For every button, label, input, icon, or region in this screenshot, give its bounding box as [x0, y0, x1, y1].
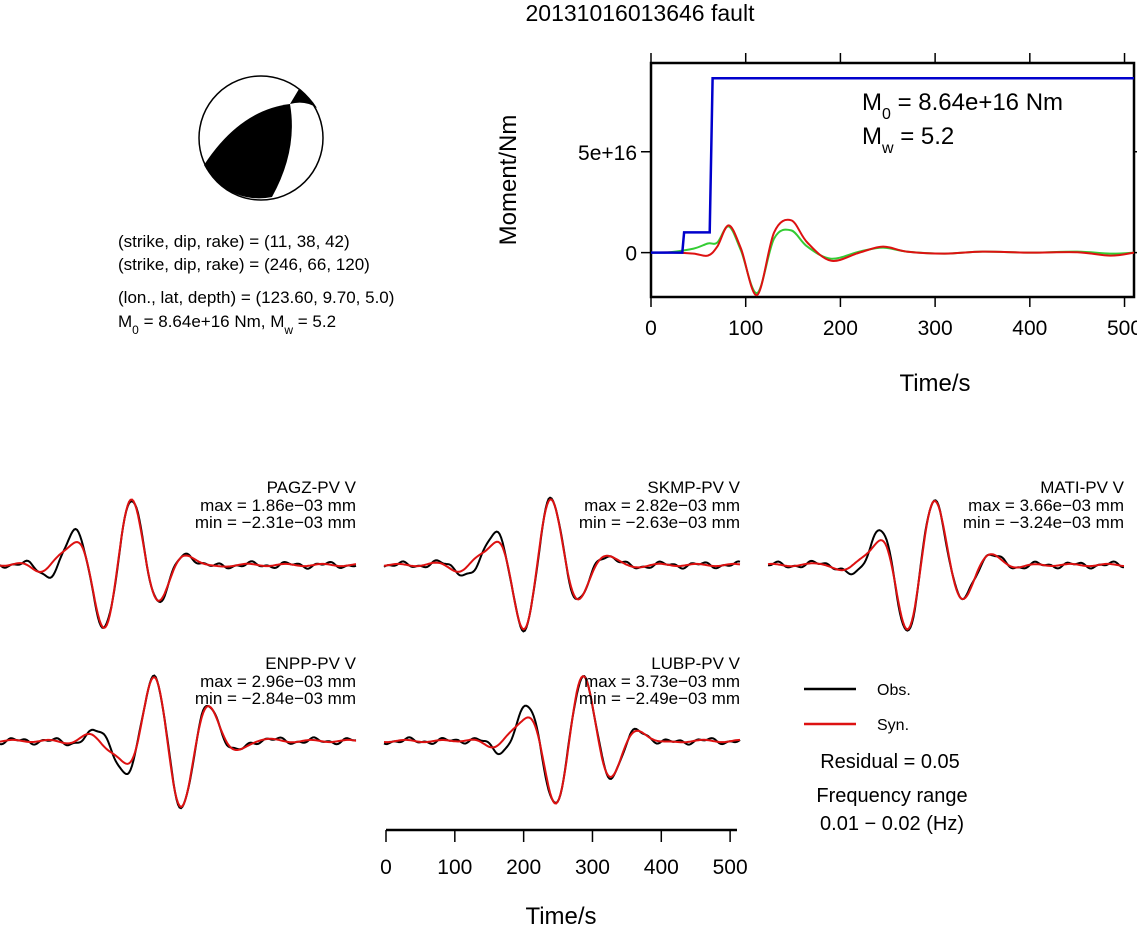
moment-ytick-label: 5e+16	[578, 142, 637, 165]
station-min: min = −2.49e−03 mm	[579, 689, 740, 708]
waveform-time-axis: Time/s 0 100 200 300 400 500	[380, 828, 748, 926]
station-name: ENPP-PV V	[265, 654, 356, 673]
station-max: max = 2.82e−03 mm	[584, 496, 740, 515]
station-min: min = −3.24e−03 mm	[963, 513, 1124, 532]
mechanism-info: (strike, dip, rake) = (11, 38, 42) (stri…	[118, 232, 394, 337]
moment-series-line-1	[650, 218, 1135, 297]
station-min: min = −2.84e−03 mm	[195, 689, 356, 708]
moment-series-line-2	[650, 225, 1135, 295]
synthetic-waveform	[383, 675, 741, 805]
moment-xtick-label: 200	[823, 317, 858, 340]
frequency-value: 0.01 − 0.02 (Hz)	[820, 813, 964, 835]
legend-obs-label: Obs.	[877, 682, 911, 699]
figure-title: 20131016013646 fault	[526, 0, 756, 26]
beachball-compression-small	[290, 89, 317, 108]
moment-ytick-label: 0	[625, 243, 637, 266]
moment-xtick-label: 400	[1012, 317, 1047, 340]
station-name: PAGZ-PV V	[267, 478, 357, 497]
moment-annotation-mw: Mw = 5.2	[862, 123, 954, 157]
synthetic-waveform	[0, 676, 357, 809]
moment-ticks-group: 0 100 200 300 400 500 0 5e+16	[578, 53, 1137, 340]
station-max: max = 3.73e−03 mm	[584, 672, 740, 691]
station-max: max = 3.66e−03 mm	[968, 496, 1124, 515]
magnitude-line: M0 = 8.64e+16 Nm, Mw = 5.2	[118, 312, 336, 337]
station-name: MATI-PV V	[1040, 478, 1124, 497]
waveform-xtick-label: 100	[437, 856, 472, 879]
legend-syn-label: Syn.	[877, 717, 909, 734]
beachball	[198, 75, 324, 201]
moment-chart-frame	[649, 61, 1136, 299]
beachball-compression-large	[204, 104, 292, 199]
legend: Obs. Syn. Residual = 0.05 Frequency rang…	[804, 682, 968, 835]
moment-series-line-0	[651, 77, 1134, 254]
waveform-xtick-label: 500	[713, 856, 748, 879]
station-max: max = 1.86e−03 mm	[200, 496, 356, 515]
location-depth: (lon., lat, depth) = (123.60, 9.70, 5.0)	[118, 288, 394, 307]
moment-xtick-label: 100	[728, 317, 763, 340]
waveform-xtick-label: 200	[506, 856, 541, 879]
waveform-xtick-label: 400	[644, 856, 679, 879]
moment-ylabel: Moment/Nm	[495, 115, 522, 246]
moment-series-group	[650, 77, 1135, 297]
station-min: min = −2.63e−03 mm	[579, 513, 740, 532]
synthetic-waveform	[0, 498, 357, 630]
nodal-plane-2: (strike, dip, rake) = (246, 66, 120)	[118, 255, 370, 274]
station-name: LUBP-PV V	[651, 654, 740, 673]
residual-text: Residual = 0.05	[820, 751, 960, 773]
moment-xlabel: Time/s	[899, 370, 970, 397]
nodal-plane-1: (strike, dip, rake) = (11, 38, 42)	[118, 232, 350, 251]
station-max: max = 2.96e−03 mm	[200, 672, 356, 691]
waveform-xlabel: Time/s	[525, 903, 596, 926]
waveform-xtick-label: 0	[380, 856, 392, 879]
station-min: min = −2.31e−03 mm	[195, 513, 356, 532]
frequency-label: Frequency range	[816, 785, 967, 807]
moment-xtick-label: 0	[645, 317, 657, 340]
synthetic-waveform	[767, 499, 1125, 631]
synthetic-waveform	[383, 498, 741, 631]
station-name: SKMP-PV V	[647, 478, 740, 497]
moment-xtick-label: 500	[1107, 317, 1137, 340]
waveform-xtick-label: 300	[575, 856, 610, 879]
moment-xtick-label: 300	[918, 317, 953, 340]
moment-annotation-m0: M0 = 8.64e+16 Nm	[862, 89, 1063, 123]
